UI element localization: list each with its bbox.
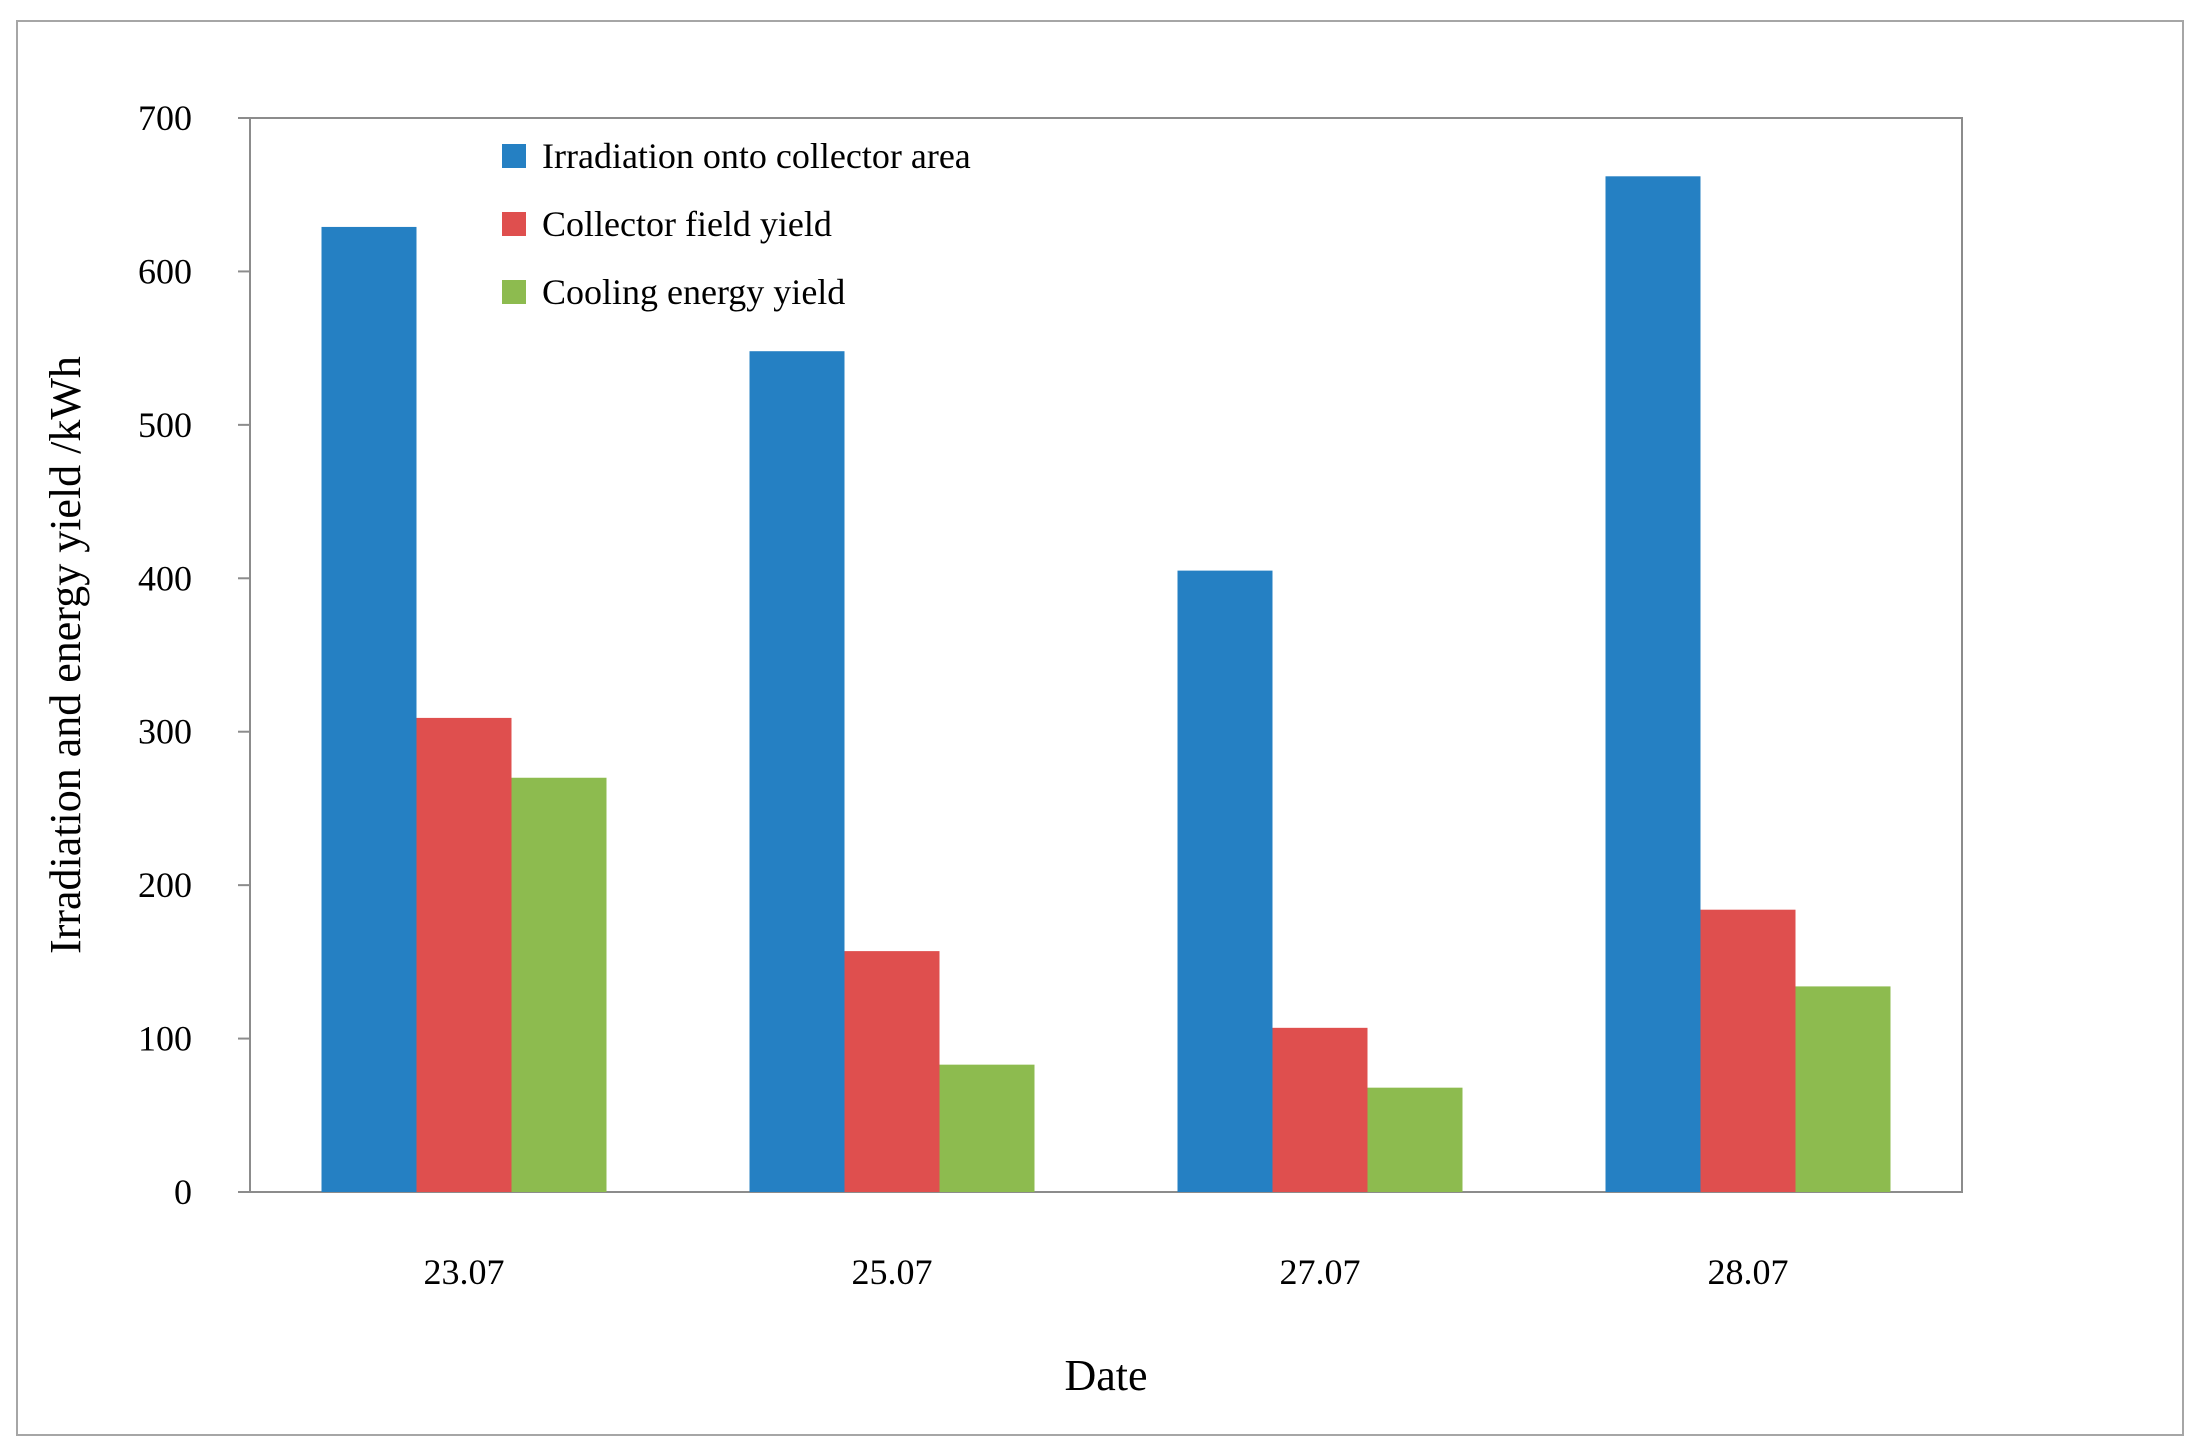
x-tick-label: 27.07 bbox=[1280, 1252, 1361, 1292]
bar bbox=[1272, 1027, 1368, 1192]
legend-swatch bbox=[502, 144, 526, 168]
bar bbox=[1367, 1087, 1463, 1192]
bar bbox=[416, 717, 512, 1192]
x-tick-label: 23.07 bbox=[424, 1252, 505, 1292]
bars bbox=[321, 176, 1891, 1193]
legend-label: Cooling energy yield bbox=[542, 272, 845, 312]
x-axis-ticks: 23.07 25.07 27.07 28.07 bbox=[424, 1252, 1789, 1292]
legend-swatch bbox=[502, 280, 526, 304]
y-tick-label: 400 bbox=[138, 558, 192, 598]
y-tick-label: 0 bbox=[174, 1172, 192, 1212]
bar bbox=[749, 351, 845, 1192]
bar bbox=[1700, 909, 1796, 1192]
y-tick-label: 100 bbox=[138, 1019, 192, 1059]
bar bbox=[511, 777, 607, 1192]
x-tick-label: 25.07 bbox=[852, 1252, 933, 1292]
y-tick-label: 700 bbox=[138, 98, 192, 138]
bar bbox=[1795, 986, 1891, 1192]
legend-label: Collector field yield bbox=[542, 204, 832, 244]
bar bbox=[321, 226, 417, 1193]
y-tick-label: 200 bbox=[138, 865, 192, 905]
y-tick-label: 300 bbox=[138, 712, 192, 752]
legend: Irradiation onto collector area Collector… bbox=[502, 136, 971, 312]
bar bbox=[1605, 176, 1701, 1192]
x-tick-label: 28.07 bbox=[1708, 1252, 1789, 1292]
bar bbox=[1177, 570, 1273, 1192]
legend-swatch bbox=[502, 212, 526, 236]
y-axis-title: Irradiation and energy yield /kWh bbox=[41, 356, 90, 954]
bar bbox=[844, 951, 940, 1192]
x-axis-title: Date bbox=[1064, 1351, 1147, 1400]
legend-label: Irradiation onto collector area bbox=[542, 136, 971, 176]
plot-area bbox=[249, 117, 1963, 1193]
bar bbox=[939, 1064, 1035, 1192]
y-tick-label: 500 bbox=[138, 405, 192, 445]
y-tick-label: 600 bbox=[138, 251, 192, 291]
y-axis-ticks: 0 100 200 300 400 500 600 700 bbox=[138, 98, 250, 1212]
